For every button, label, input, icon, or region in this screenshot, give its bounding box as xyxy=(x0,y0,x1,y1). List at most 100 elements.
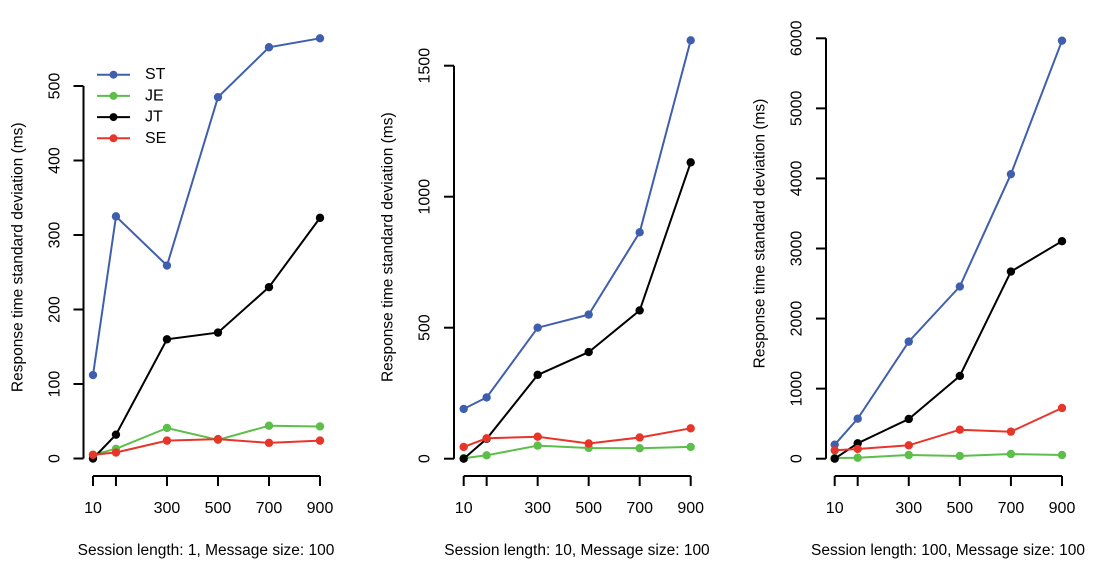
x-axis-title: Session length: 1, Message size: 100 xyxy=(78,542,335,559)
x-tick-label: 700 xyxy=(256,500,283,517)
y-tick-label: 1000 xyxy=(789,371,806,407)
data-point-se xyxy=(482,434,491,443)
data-point-je xyxy=(533,441,542,450)
data-point-se xyxy=(955,425,965,434)
y-tick-label: 500 xyxy=(47,73,64,100)
data-point-st xyxy=(686,36,695,45)
series-se xyxy=(88,434,325,459)
data-point-je xyxy=(853,453,862,462)
legend-label: SE xyxy=(145,130,166,147)
x-tick-label: 10 xyxy=(455,500,473,517)
data-point-se xyxy=(459,442,468,452)
series-line-jt xyxy=(92,217,321,460)
data-point-st xyxy=(482,393,491,402)
x-tick-label: 500 xyxy=(575,500,602,517)
y-tick-label: 400 xyxy=(47,147,64,174)
x-tick-label: 10 xyxy=(84,500,102,517)
data-point-st xyxy=(264,43,274,52)
data-point-je xyxy=(904,450,913,460)
data-point-se xyxy=(162,436,172,445)
series-st xyxy=(830,36,1067,449)
chart-panel-3: 0 1000 2000 3000 4000 5000 6000 Response time s… xyxy=(752,20,1086,559)
series-line-st xyxy=(463,40,692,410)
data-point-se xyxy=(853,444,862,454)
series-line-je xyxy=(834,452,1063,459)
legend-label: ST xyxy=(145,66,166,83)
series-je xyxy=(830,449,1067,463)
y-tick-label: 3000 xyxy=(789,231,806,267)
x-tick-label: 300 xyxy=(524,500,551,517)
data-point-st xyxy=(1057,36,1067,45)
data-point-je xyxy=(162,423,172,433)
legend-item-se: SE xyxy=(97,130,166,147)
legend-label: JT xyxy=(145,109,163,126)
data-point-st xyxy=(88,370,98,380)
y-tick-label: 0 xyxy=(789,454,806,463)
series-je xyxy=(459,441,695,463)
data-point-se xyxy=(88,450,98,459)
y-tick-label: 2000 xyxy=(789,301,806,337)
data-point-st xyxy=(315,34,325,43)
chart-panel-1: 0 100 200 300 400 500 Response time standard d… xyxy=(10,34,335,559)
x-tick-label: 900 xyxy=(677,500,704,517)
series-jt xyxy=(459,158,695,463)
data-point-se xyxy=(635,433,644,442)
data-point-je xyxy=(315,422,325,431)
y-tick-label: 200 xyxy=(47,296,64,323)
data-point-se xyxy=(111,448,121,457)
data-point-se xyxy=(264,438,274,448)
legend-marker-icon xyxy=(109,134,118,143)
series-line-se xyxy=(463,427,691,448)
data-point-st xyxy=(162,261,172,270)
data-point-jt xyxy=(213,328,223,337)
data-point-se xyxy=(315,436,325,445)
data-point-st xyxy=(213,92,223,102)
data-point-je xyxy=(264,421,274,430)
data-point-st xyxy=(111,212,121,221)
data-point-st xyxy=(459,404,468,414)
x-tick-label: 900 xyxy=(307,500,334,517)
data-point-st xyxy=(853,414,862,423)
series-st xyxy=(88,34,325,380)
legend: ST JE JT SE xyxy=(97,66,166,147)
data-point-jt xyxy=(635,306,644,315)
y-tick-label: 500 xyxy=(417,314,434,341)
data-point-se xyxy=(584,439,593,448)
y-tick-label: 5000 xyxy=(789,90,806,126)
series-line-jt xyxy=(834,240,1063,460)
data-point-je xyxy=(686,442,695,452)
legend-marker-icon xyxy=(109,91,118,100)
data-point-jt xyxy=(904,414,913,424)
data-point-je xyxy=(482,451,491,460)
series-jt xyxy=(830,237,1067,463)
legend-item-jt: JT xyxy=(97,109,163,126)
data-point-je xyxy=(1006,449,1016,459)
y-tick-label: 100 xyxy=(47,371,64,398)
chart-panel-2: 0 500 1000 1500 Response time standard devia… xyxy=(380,36,710,559)
x-tick-label: 700 xyxy=(998,500,1025,517)
y-tick-label: 4000 xyxy=(789,161,806,197)
data-point-se xyxy=(533,432,542,441)
data-point-se xyxy=(830,446,839,455)
data-point-st xyxy=(584,310,593,319)
y-tick-label: 6000 xyxy=(789,20,806,56)
y-tick-label: 300 xyxy=(47,222,64,249)
x-tick-label: 10 xyxy=(826,500,844,517)
series-line-je xyxy=(463,444,691,460)
y-tick-label: 0 xyxy=(47,454,64,463)
data-point-jt xyxy=(1057,237,1067,246)
data-point-je xyxy=(635,444,644,453)
series-se xyxy=(459,424,695,452)
x-tick-label: 900 xyxy=(1049,500,1076,517)
data-point-jt xyxy=(459,454,468,463)
y-tick-label: 1000 xyxy=(417,179,434,215)
data-point-jt xyxy=(955,371,965,381)
data-point-jt xyxy=(315,213,325,223)
data-point-jt xyxy=(162,335,172,344)
data-point-st xyxy=(904,337,913,346)
x-tick-label: 300 xyxy=(154,500,181,517)
x-tick-label: 700 xyxy=(626,500,653,517)
legend-item-je: JE xyxy=(97,87,164,104)
series-line-st xyxy=(92,37,321,376)
y-axis-title: Response time standard deviation (ms) xyxy=(10,122,27,392)
